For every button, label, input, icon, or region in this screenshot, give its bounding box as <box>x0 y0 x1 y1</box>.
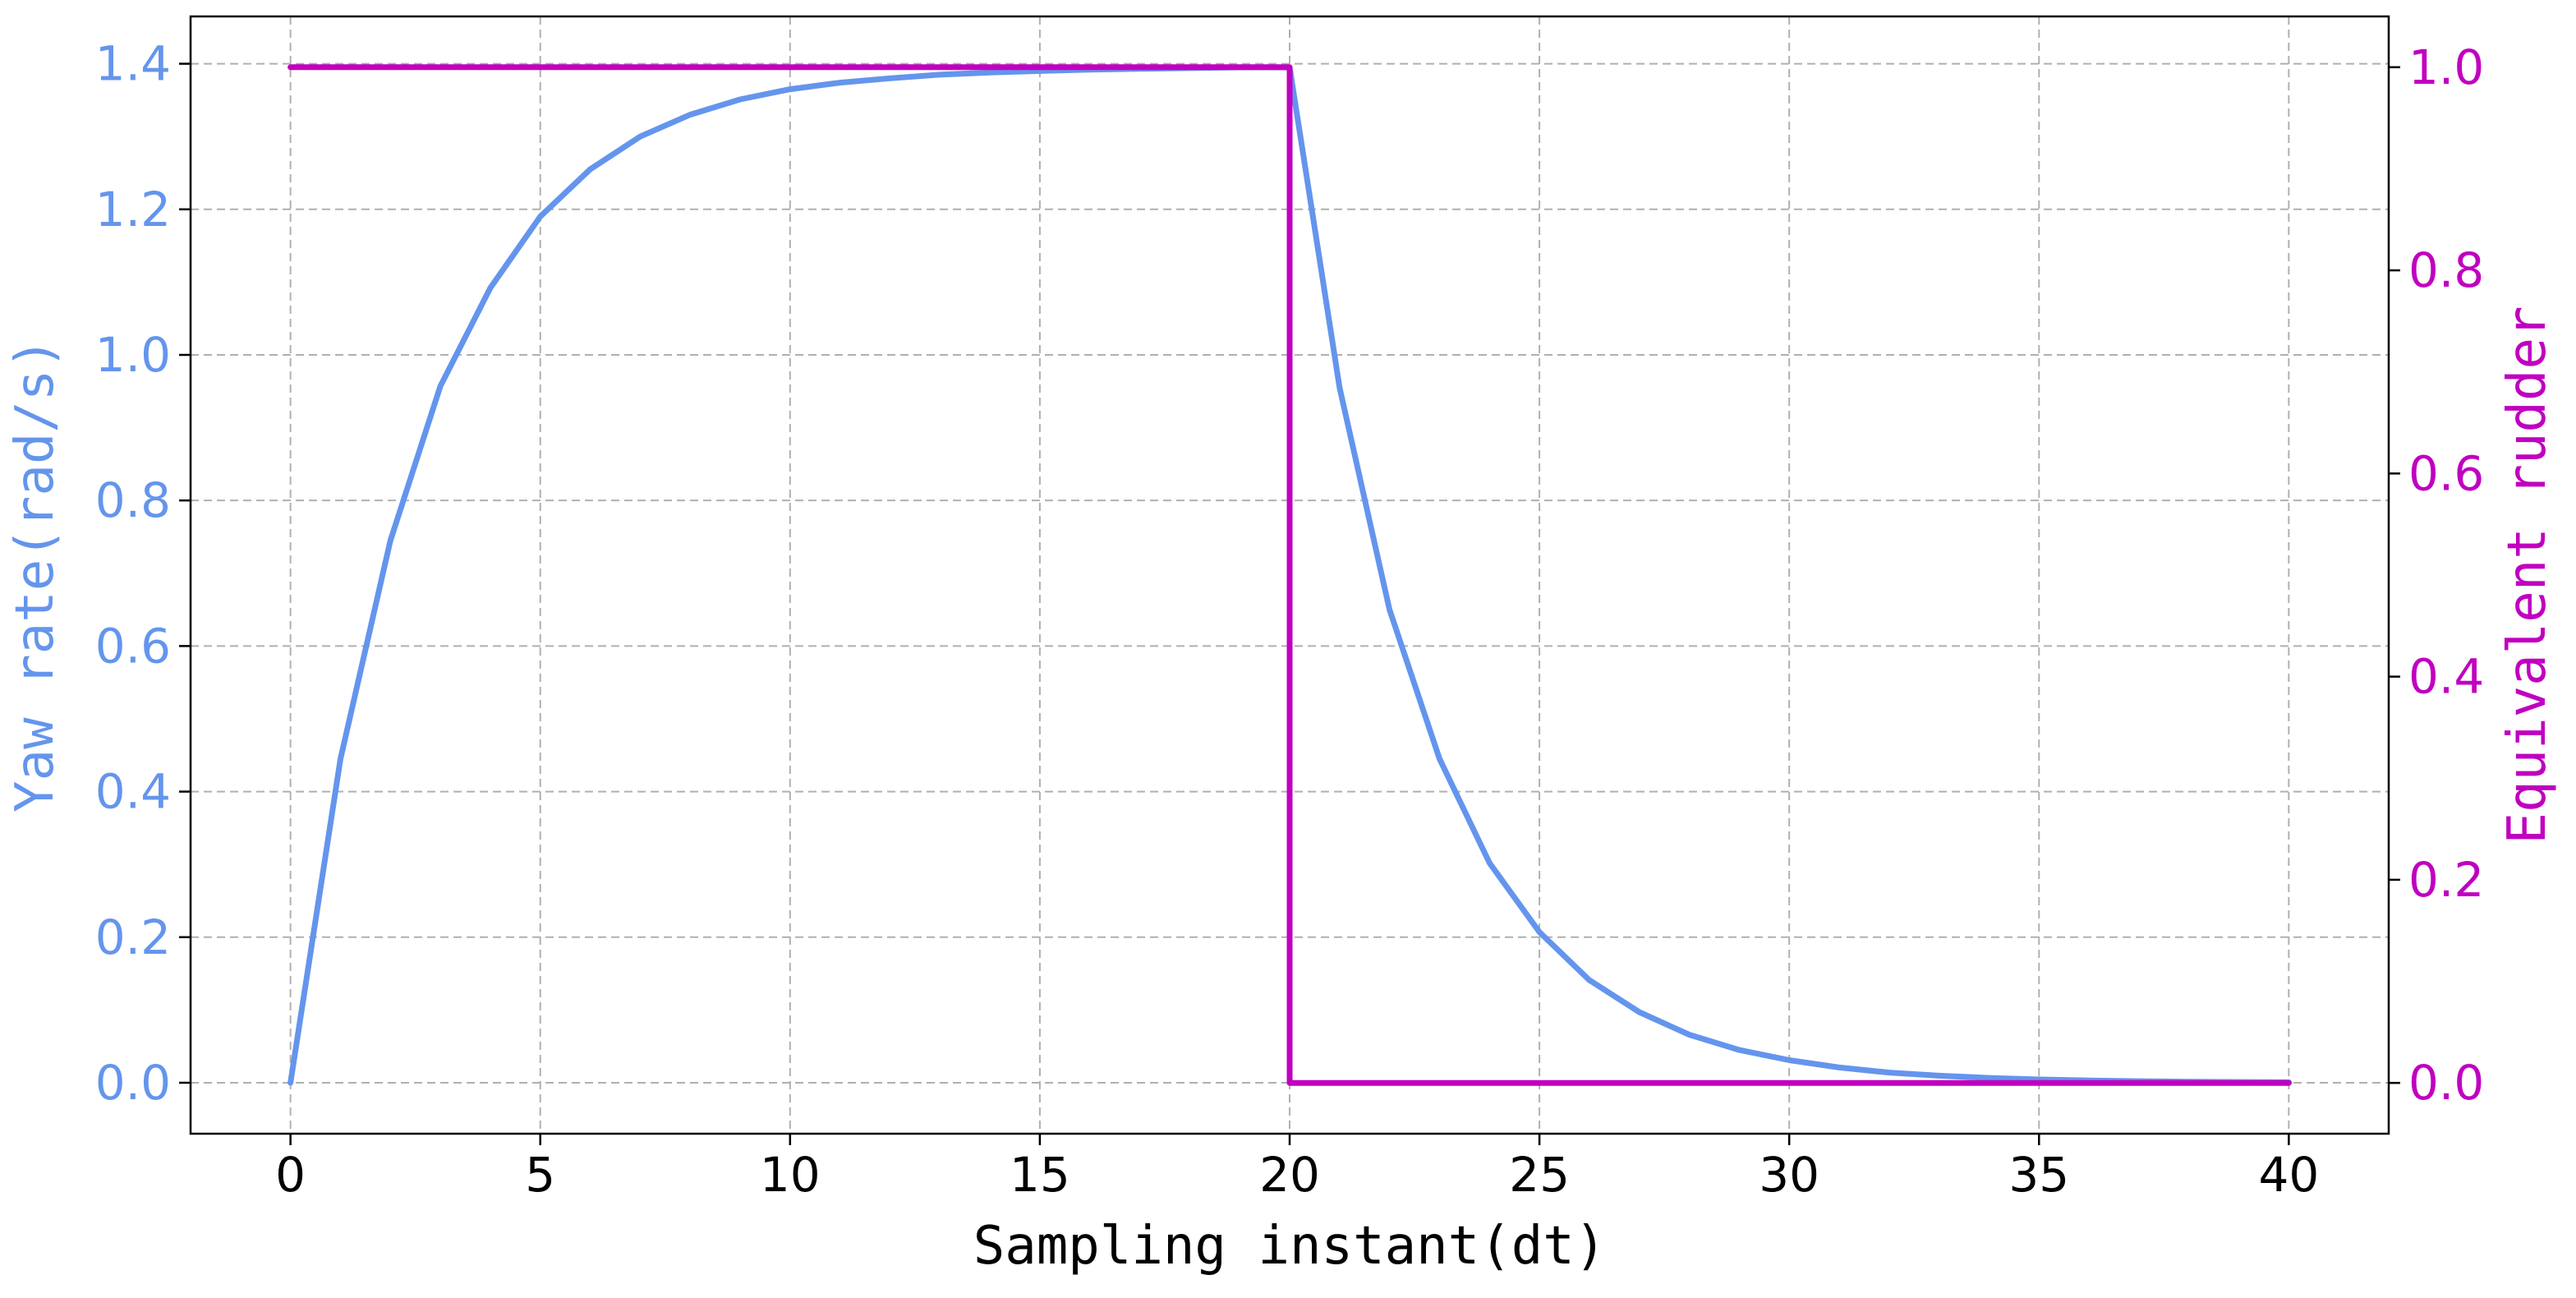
y-left-tick-label-5: 1.0 <box>95 327 171 383</box>
y-left-tick-label-7: 1.4 <box>95 36 171 92</box>
x-tick-label-0: 0 <box>275 1147 306 1203</box>
rudder-series-line <box>288 64 2292 1086</box>
y-right-tick-label-5: 1.0 <box>2408 39 2484 95</box>
x-tick-label-2: 10 <box>760 1147 821 1203</box>
x-tick-label-4: 20 <box>1259 1147 1320 1203</box>
y-right-tick-label-3: 0.6 <box>2408 445 2484 501</box>
axis-layer: 0 5 10 15 20 25 30 35 40 0.0 0.2 0.4 0.6 0.8 1.0 1.2 1.4… <box>95 15 2484 1203</box>
y-left-tick-label-6: 1.2 <box>95 182 171 237</box>
y-right-axis-label: Equivalent rudder <box>2497 306 2558 844</box>
series-layer <box>288 64 2292 1086</box>
y-left-tick-label-1: 0.2 <box>95 909 171 965</box>
y-left-tick-label-4: 0.8 <box>95 472 171 528</box>
y-left-axis-label: Yaw rate(rad/s) <box>5 338 66 812</box>
x-tick-label-1: 5 <box>525 1147 555 1203</box>
y-right-tick-label-4: 0.8 <box>2408 242 2484 298</box>
x-axis-label: Sampling instant(dt) <box>973 1216 1607 1277</box>
y-left-tick-label-0: 0.0 <box>95 1055 171 1111</box>
x-tick-label-5: 25 <box>1509 1147 1570 1203</box>
x-tick-label-3: 15 <box>1010 1147 1070 1203</box>
y-left-tick-label-2: 0.4 <box>95 764 171 820</box>
y-right-tick-label-1: 0.2 <box>2408 852 2484 908</box>
y-left-tick-label-3: 0.6 <box>95 618 171 674</box>
y-right-tick-label-0: 0.0 <box>2408 1055 2484 1111</box>
x-tick-label-8: 40 <box>2258 1147 2319 1203</box>
y-right-tick-label-2: 0.4 <box>2408 649 2484 705</box>
x-tick-label-7: 35 <box>2008 1147 2069 1203</box>
x-tick-label-6: 30 <box>1759 1147 1819 1203</box>
